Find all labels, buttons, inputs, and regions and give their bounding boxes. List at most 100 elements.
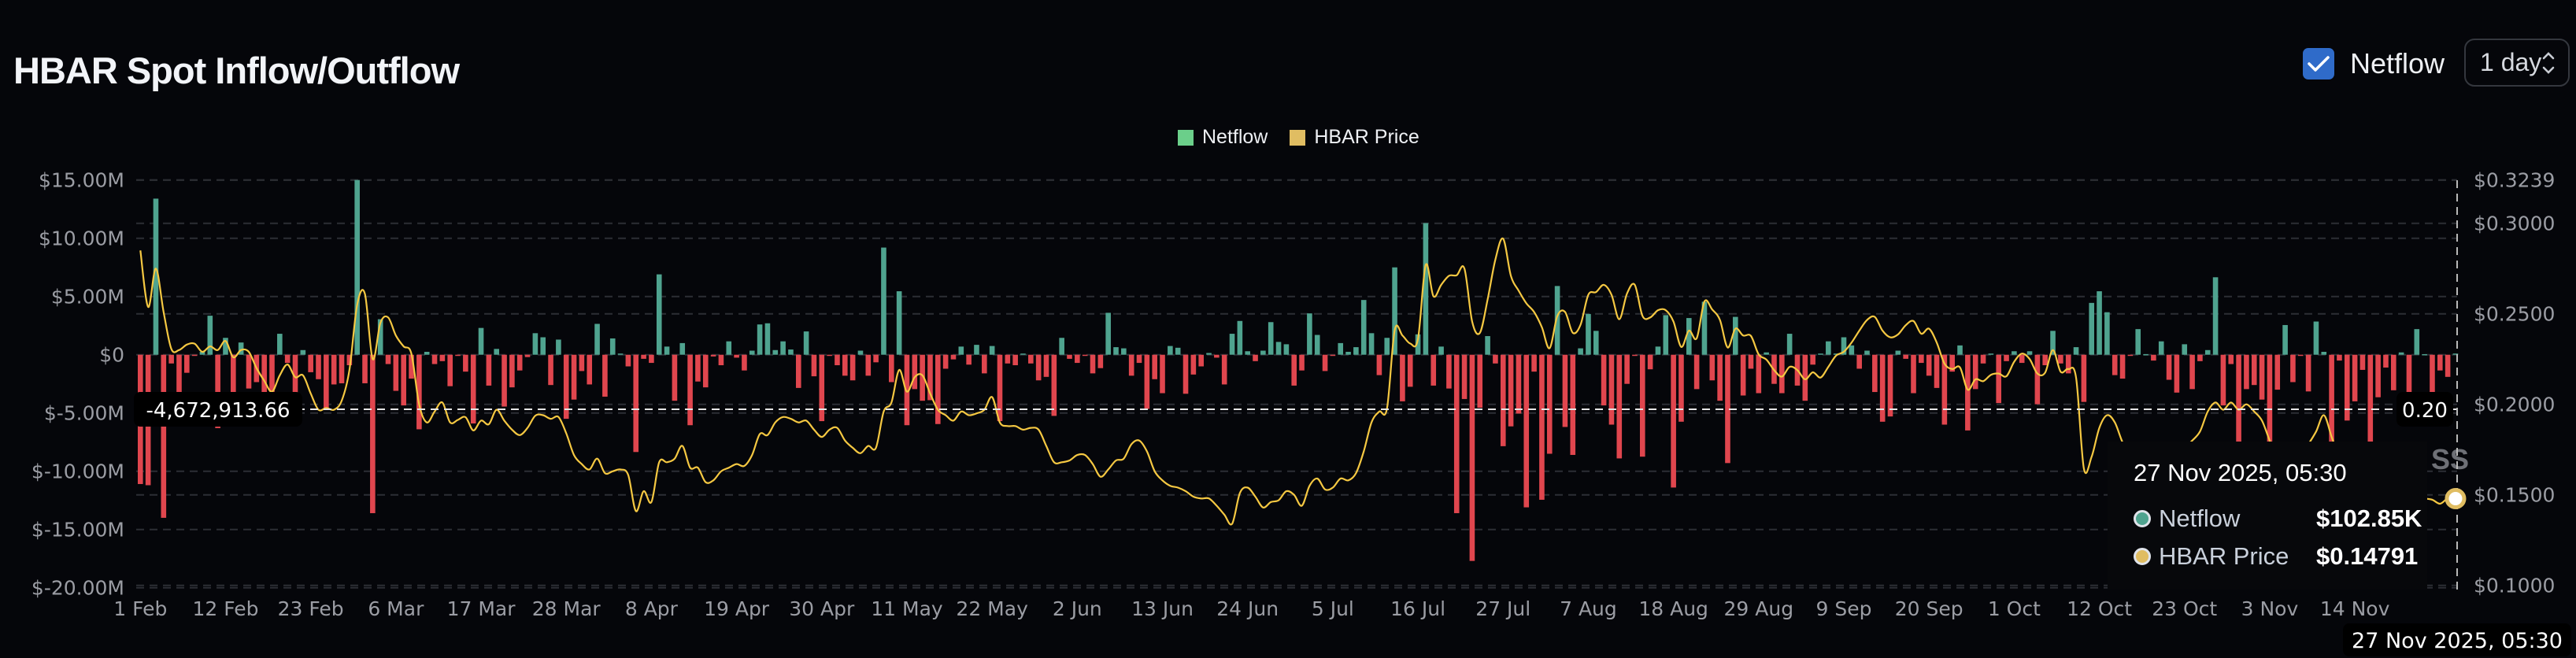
netflow-bar[interactable] [1748, 354, 1754, 369]
netflow-bar[interactable] [2359, 354, 2366, 370]
netflow-bar[interactable] [1190, 354, 1197, 375]
netflow-bar[interactable] [757, 324, 763, 355]
netflow-bar[interactable] [1075, 354, 1080, 364]
netflow-bar[interactable] [540, 337, 546, 355]
netflow-bar[interactable] [788, 349, 794, 355]
netflow-bar[interactable] [633, 354, 639, 453]
netflow-bar[interactable] [1833, 353, 1839, 355]
netflow-bar[interactable] [687, 354, 693, 426]
netflow-bar[interactable] [2414, 329, 2420, 355]
netflow-bar[interactable] [2282, 324, 2288, 355]
netflow-bar[interactable] [2166, 354, 2172, 380]
netflow-bar[interactable] [1539, 354, 1545, 500]
netflow-bar[interactable] [2352, 354, 2358, 401]
netflow-bar[interactable] [231, 354, 236, 405]
netflow-bar[interactable] [556, 339, 561, 355]
netflow-bar[interactable] [1895, 350, 1901, 355]
netflow-bar[interactable] [1485, 336, 1490, 355]
netflow-bar[interactable] [1934, 354, 1940, 388]
netflow-bar[interactable] [1554, 286, 1560, 355]
netflow-checkbox-label[interactable]: Netflow [2350, 47, 2445, 79]
netflow-bar[interactable] [2445, 354, 2451, 377]
netflow-bar[interactable] [974, 345, 979, 355]
netflow-bar[interactable] [1516, 354, 1522, 414]
netflow-bar[interactable] [324, 354, 329, 408]
netflow-bar[interactable] [2026, 351, 2033, 355]
netflow-bar[interactable] [819, 354, 825, 422]
netflow-bar[interactable] [1733, 316, 1738, 355]
netflow-bar[interactable] [927, 354, 933, 401]
netflow-bar[interactable] [594, 323, 600, 355]
netflow-bar[interactable] [966, 354, 972, 365]
netflow-bar[interactable] [2228, 354, 2234, 364]
netflow-bar[interactable] [284, 354, 291, 364]
netflow-bar[interactable] [1980, 354, 1986, 364]
netflow-bar[interactable] [881, 247, 886, 355]
netflow-bar[interactable] [772, 349, 779, 355]
netflow-bar[interactable] [1214, 354, 1220, 358]
netflow-bar[interactable] [2375, 354, 2381, 397]
netflow-bar[interactable] [857, 350, 864, 355]
netflow-bar[interactable] [2259, 354, 2265, 400]
netflow-bar[interactable] [1717, 354, 1723, 401]
netflow-bar[interactable] [1531, 354, 1537, 372]
netflow-bar[interactable] [1268, 322, 1274, 355]
netflow-bar[interactable] [1307, 313, 1312, 355]
netflow-bar[interactable] [718, 354, 724, 366]
netflow-bar[interactable] [1105, 312, 1111, 355]
netflow-bar[interactable] [2290, 354, 2296, 383]
netflow-bar[interactable] [2321, 352, 2327, 355]
netflow-bar[interactable] [1786, 334, 1793, 355]
netflow-bar[interactable] [1826, 341, 1831, 355]
netflow-bar[interactable] [1756, 354, 1762, 394]
netflow-bar[interactable] [1415, 334, 1421, 355]
netflow-bar[interactable] [2267, 354, 2273, 449]
netflow-bar[interactable] [1972, 354, 1978, 390]
netflow-bar[interactable] [1237, 320, 1243, 355]
netflow-bar[interactable] [2236, 354, 2241, 460]
netflow-bar[interactable] [571, 354, 577, 400]
netflow-bar[interactable] [888, 354, 894, 383]
netflow-bar[interactable] [215, 354, 220, 428]
netflow-bar[interactable] [1570, 354, 1576, 455]
netflow-bar[interactable] [2112, 354, 2118, 375]
netflow-bar[interactable] [649, 354, 654, 364]
netflow-bar[interactable] [2344, 354, 2350, 421]
netflow-bar[interactable] [1067, 354, 1072, 359]
netflow-bar[interactable] [207, 316, 213, 355]
netflow-bar[interactable] [1508, 354, 1514, 427]
netflow-bar[interactable] [2189, 354, 2195, 390]
netflow-bar[interactable] [1949, 354, 1955, 372]
netflow-bar[interactable] [292, 354, 298, 410]
netflow-bar[interactable] [1059, 338, 1064, 355]
netflow-bar[interactable] [532, 333, 539, 355]
netflow-bar[interactable] [1671, 354, 1676, 488]
netflow-bar[interactable] [664, 346, 670, 355]
netflow-bar[interactable] [1168, 346, 1173, 355]
netflow-bar[interactable] [2398, 352, 2404, 355]
netflow-bar[interactable] [935, 354, 941, 424]
netflow-bar[interactable] [1856, 354, 1862, 369]
netflow-bar[interactable] [524, 354, 531, 357]
netflow-bar[interactable] [199, 352, 205, 355]
netflow-bar[interactable] [2081, 354, 2087, 402]
netflow-bar[interactable] [246, 354, 252, 389]
netflow-bar[interactable] [896, 291, 902, 355]
netflow-bar[interactable] [1779, 354, 1785, 394]
netflow-bar[interactable] [1639, 354, 1645, 457]
netflow-bar[interactable] [982, 354, 987, 374]
netflow-bar[interactable] [339, 354, 345, 383]
netflow-bar[interactable] [1879, 354, 1886, 422]
netflow-bar[interactable] [1152, 354, 1157, 379]
netflow-bar[interactable] [1423, 223, 1429, 355]
netflow-bar[interactable] [269, 354, 275, 418]
netflow-bar[interactable] [277, 334, 283, 355]
netflow-bar[interactable] [161, 354, 167, 518]
netflow-bar[interactable] [1400, 354, 1405, 401]
netflow-bar[interactable] [625, 354, 631, 367]
netflow-bar[interactable] [1477, 354, 1483, 408]
netflow-bar[interactable] [516, 354, 523, 371]
netflow-bar[interactable] [2182, 344, 2188, 355]
netflow-bar[interactable] [1686, 318, 1692, 355]
netflow-bar[interactable] [548, 354, 553, 386]
